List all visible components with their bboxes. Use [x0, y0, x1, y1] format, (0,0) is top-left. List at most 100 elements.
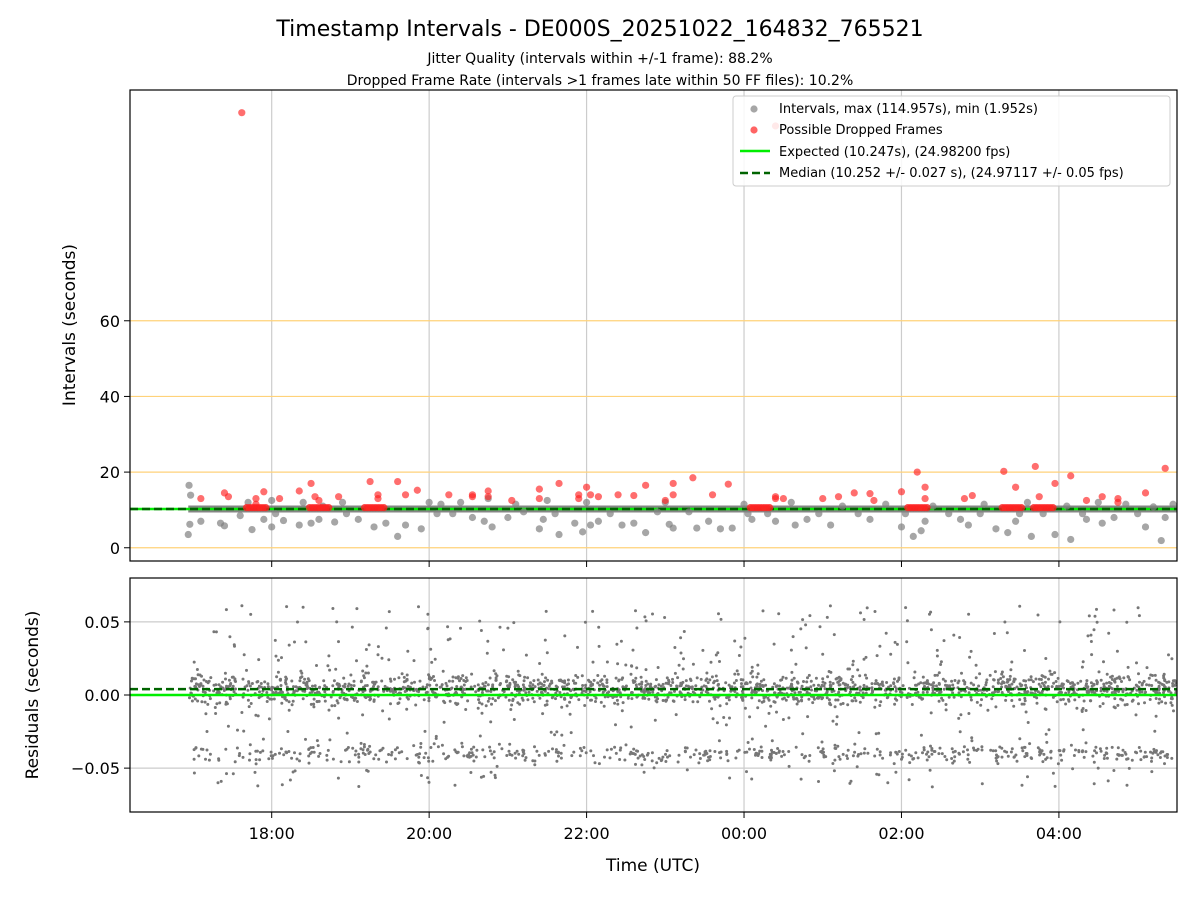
residual-point — [958, 752, 961, 756]
residual-point — [506, 626, 510, 630]
residual-point — [593, 761, 597, 765]
residual-point — [533, 745, 536, 749]
residual-point — [1080, 708, 1084, 712]
residual-point — [674, 713, 678, 717]
residual-point — [1138, 680, 1141, 684]
residual-point — [887, 685, 890, 689]
residual-point — [838, 683, 842, 687]
residual-point — [994, 749, 998, 753]
residual-point — [737, 748, 741, 752]
residual-point — [1040, 689, 1044, 693]
residual-point — [841, 702, 845, 705]
interval-point — [1015, 510, 1024, 518]
residual-point — [656, 666, 660, 669]
residual-point — [991, 685, 995, 689]
residual-point — [739, 645, 743, 649]
residual-point — [1059, 698, 1063, 702]
residual-point — [866, 751, 870, 755]
residual-point — [400, 750, 404, 754]
residual-point — [1023, 696, 1027, 700]
residual-point — [581, 684, 585, 687]
residual-point — [413, 680, 416, 684]
residual-point — [249, 612, 253, 616]
residual-point — [544, 609, 548, 613]
residual-point — [401, 685, 405, 689]
residual-point — [447, 679, 451, 683]
dropped-frame-point — [555, 479, 563, 488]
residual-point — [518, 674, 522, 678]
residual-point — [1008, 674, 1012, 678]
residual-point — [258, 758, 262, 762]
residual-point — [705, 671, 709, 675]
dropped-frame-point — [582, 483, 591, 491]
residual-point — [756, 663, 760, 667]
residual-point — [521, 754, 525, 758]
residual-point — [376, 645, 380, 649]
residual-point — [524, 691, 528, 695]
residual-point — [474, 690, 478, 694]
residual-point — [422, 756, 426, 760]
residual-point — [1107, 684, 1111, 688]
dropped-frame-point — [661, 496, 669, 505]
residual-point — [893, 685, 897, 689]
residual-point — [602, 704, 606, 708]
residual-point — [870, 682, 874, 686]
residual-point — [968, 760, 972, 764]
residual-point — [351, 746, 355, 750]
residual-point — [740, 689, 744, 693]
residual-point — [830, 690, 834, 694]
residual-point — [223, 671, 227, 675]
residual-point — [247, 680, 251, 684]
residual-point — [464, 676, 468, 680]
residual-point — [886, 781, 890, 785]
residual-point — [851, 754, 855, 758]
residual-point — [460, 741, 464, 745]
residual-point — [926, 750, 930, 754]
residual-point — [344, 748, 347, 752]
residual-point — [635, 695, 639, 699]
residual-point — [596, 674, 600, 677]
residual-point — [718, 751, 721, 755]
residual-point — [1026, 721, 1030, 724]
residual-point — [395, 746, 399, 750]
residual-point — [1044, 732, 1048, 736]
residual-point — [279, 677, 282, 681]
residual-point — [817, 683, 820, 687]
top-y-tick-label: 0 — [110, 539, 120, 558]
residual-point — [614, 676, 618, 680]
residual-point — [929, 628, 933, 632]
residual-point — [671, 681, 675, 684]
residual-point — [928, 768, 932, 772]
residual-point — [192, 660, 196, 664]
residual-point — [538, 662, 542, 665]
residual-point — [1039, 750, 1043, 754]
residual-point — [735, 669, 739, 673]
residual-point — [367, 643, 371, 647]
residual-point — [825, 696, 829, 700]
residual-point — [1088, 699, 1092, 703]
residual-point — [1041, 760, 1045, 764]
residual-point — [421, 685, 425, 689]
residual-point — [979, 703, 983, 707]
legend-intervals-label: Intervals, max (114.957s), min (1.952s) — [779, 102, 1038, 117]
residual-point — [464, 708, 468, 711]
residual-point — [925, 690, 929, 694]
residual-point — [655, 761, 659, 765]
residual-point — [780, 678, 784, 682]
residual-point — [592, 678, 596, 682]
residual-point — [380, 656, 384, 660]
residual-point — [478, 734, 482, 738]
residual-point — [769, 704, 773, 708]
residual-point — [1035, 696, 1039, 700]
residual-point — [894, 750, 898, 754]
residual-point — [514, 756, 518, 760]
residual-point — [894, 689, 898, 693]
residual-point — [831, 682, 835, 685]
residual-point — [942, 639, 946, 643]
residual-point — [270, 688, 274, 692]
residual-point — [615, 642, 619, 646]
residual-point — [1021, 749, 1025, 753]
interval-point — [1063, 502, 1071, 510]
residual-point — [458, 679, 461, 683]
interval-point — [838, 502, 847, 510]
